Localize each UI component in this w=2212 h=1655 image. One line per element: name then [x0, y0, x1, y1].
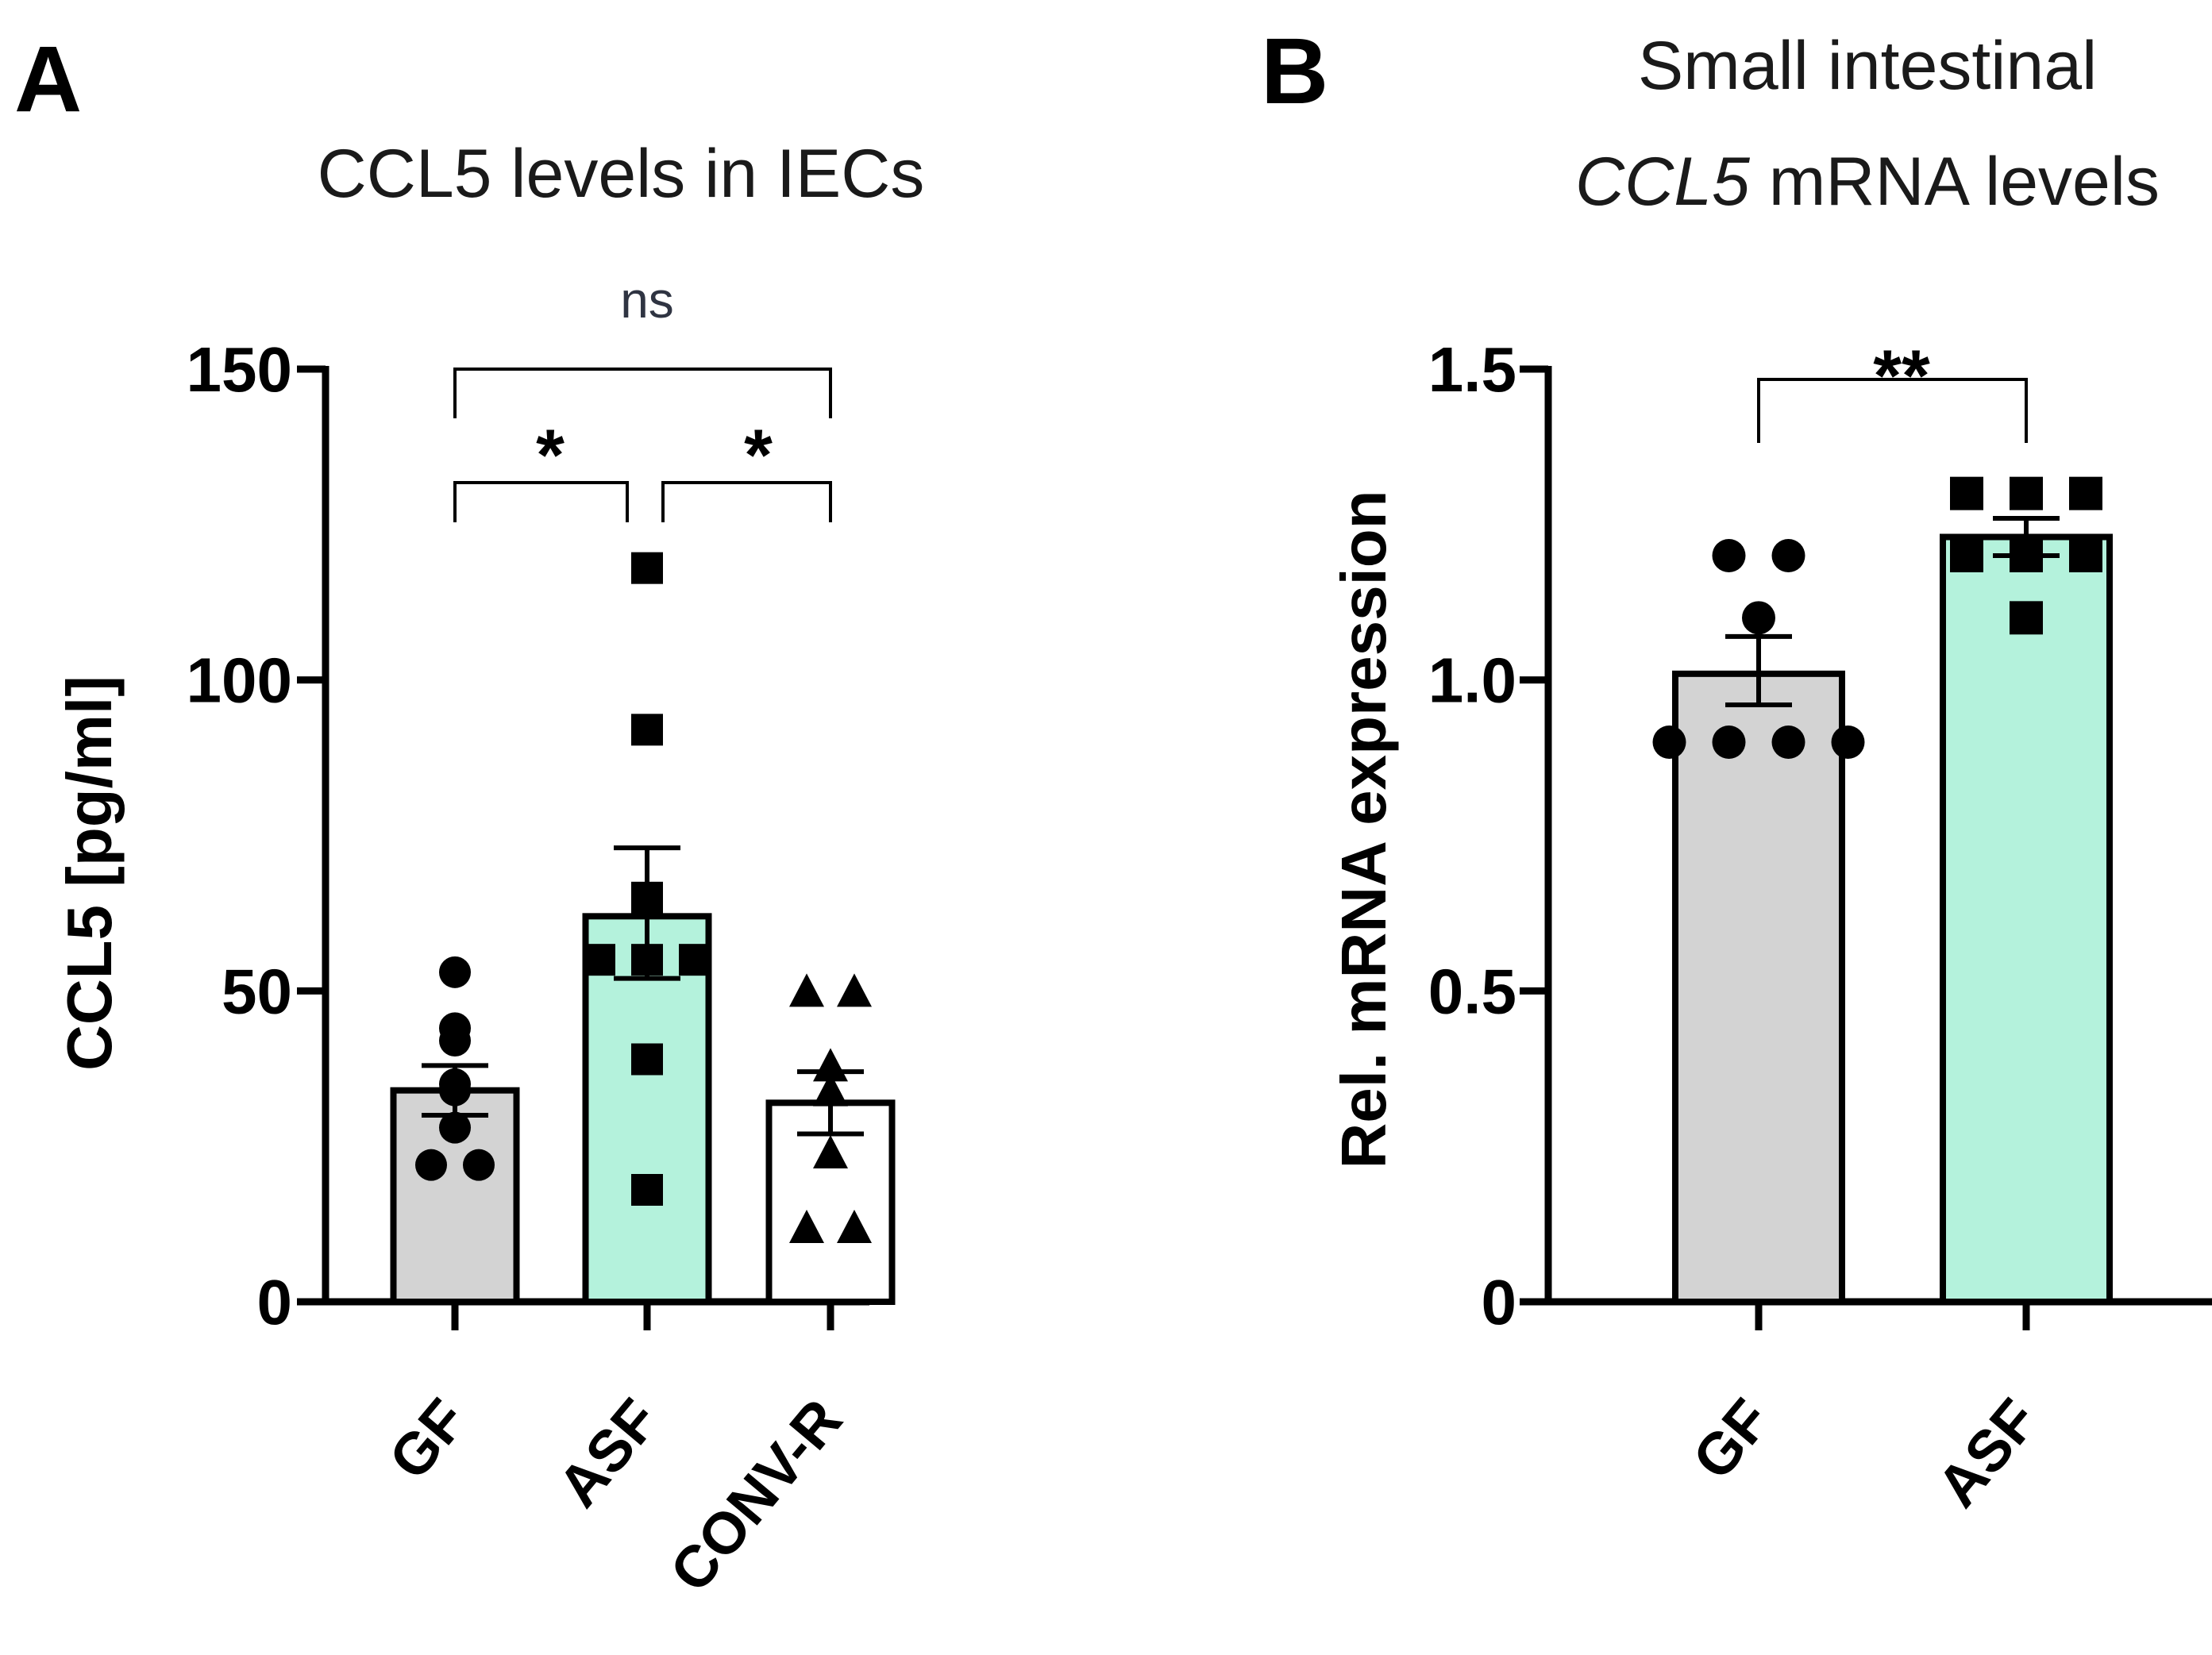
panel-a-ytick-label: 150: [187, 334, 292, 405]
panel-a-category-label-conv-r: CONV-R: [657, 1387, 855, 1604]
panel-b-title-line-1: Small intestinal: [1638, 28, 2097, 104]
panel-a-point-conv-r: [837, 973, 872, 1007]
panel-a-title: CCL5 levels in IECs: [318, 136, 925, 212]
panel-a-point-asf: [631, 881, 663, 914]
panel-a-significance-label: *: [744, 415, 773, 496]
panel-b-point-gf: [1652, 726, 1686, 759]
panel-a-significance-bracket: [661, 481, 832, 522]
panel-b-y-axis-label: Rel. mRNA expression: [1328, 490, 1399, 1168]
panel-b-title-rest: mRNA levels: [1750, 144, 2160, 220]
panel-a-point-asf: [679, 944, 711, 976]
panel-b-point-gf: [1771, 539, 1805, 572]
panel-b-point-asf: [2069, 539, 2102, 572]
panel-b-point-asf: [1950, 476, 1983, 510]
panel-a-point-conv-r: [837, 1210, 872, 1243]
panel-b-point-asf: [2010, 539, 2043, 572]
panel-b-point-gf: [1742, 601, 1775, 635]
panel-b-point-asf: [2010, 476, 2043, 510]
panel-a-category-label-asf: ASF: [545, 1387, 672, 1519]
panel-a-point-gf: [415, 1149, 447, 1181]
panel-b-point-asf: [1950, 539, 1983, 572]
panel-b-point-asf: [2069, 476, 2102, 510]
panel-b-ytick-label: 0: [1482, 1267, 1517, 1337]
panel-a-significance-bracket: [453, 368, 832, 418]
panel-a-y-axis-label: CCL5 [pg/ml]: [54, 675, 125, 1071]
panel-a-point-asf: [584, 944, 615, 976]
panel-b-bar-asf: [1940, 533, 2113, 1305]
panel-b-ytick-label: 0.5: [1428, 956, 1516, 1026]
panel-a-point-conv-r: [813, 1135, 848, 1168]
panel-b-label: B: [1261, 19, 1328, 124]
panel-b-ytick-label: 1.0: [1428, 645, 1516, 716]
panel-a-label: A: [14, 27, 82, 132]
panel-a-point-asf: [631, 1174, 663, 1206]
panel-a-point-asf: [631, 552, 663, 584]
panel-a-point-gf: [439, 1068, 471, 1100]
panel-a-ytick-label: 50: [222, 956, 292, 1026]
panel-a-significance-label: ns: [620, 271, 674, 329]
panel-a-ytick-label: 0: [257, 1267, 293, 1337]
panel-b-title-line-2: CCL5 mRNA levels: [1575, 144, 2160, 220]
panel-b-point-asf: [2010, 601, 2043, 635]
panel-b-point-gf: [1712, 539, 1746, 572]
panel-a-point-conv-r: [813, 1048, 848, 1082]
panel-a-point-asf: [631, 944, 663, 976]
panel-b-plot: 0 0.5 1.0 1.5 GF ASF **: [1428, 334, 2212, 1519]
panel-b-bar-gf: [1672, 670, 1845, 1305]
panel-a-point-gf: [439, 956, 471, 988]
panel-a-point-gf: [439, 1111, 471, 1144]
panel-a-point-conv-r: [789, 973, 824, 1007]
panel-b-ytick-label: 1.5: [1428, 334, 1516, 405]
panel-a-point-asf: [631, 714, 663, 746]
panel-b-point-gf: [1831, 726, 1865, 759]
panel-a-significance-bracket: [453, 481, 629, 522]
panel-b-category-label-gf: GF: [1680, 1387, 1783, 1491]
panel-a-ytick-label: 100: [187, 645, 292, 716]
panel-a-point-gf: [439, 1012, 471, 1045]
panel-b-title-italic-gene: CCL5: [1575, 144, 1751, 220]
panel-a-point-conv-r: [813, 1072, 848, 1107]
panel-b-point-gf: [1771, 726, 1805, 759]
panel-b-point-gf: [1712, 726, 1746, 759]
panel-b-significance-bracket: [1757, 378, 2028, 443]
panel-b-category-label-asf: ASF: [1925, 1387, 2051, 1519]
panel-a-point-conv-r: [789, 1210, 824, 1243]
panel-a-significance-label: *: [536, 415, 565, 496]
panel-b-significance-label: **: [1873, 336, 1930, 417]
panel-a-point-gf: [463, 1149, 495, 1181]
panel-a-point-asf: [631, 1043, 663, 1076]
panel-a-category-label-gf: GF: [376, 1387, 480, 1491]
